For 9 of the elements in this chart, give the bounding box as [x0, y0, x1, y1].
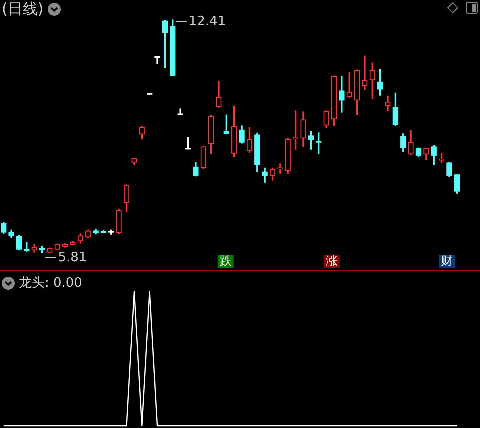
text: 涨 — [326, 254, 338, 268]
candlestick — [154, 56, 160, 64]
annotation: 12.41 — [188, 14, 226, 30]
candlestick — [362, 56, 368, 90]
text: 财 — [441, 254, 454, 268]
annotation: 5.81 — [58, 250, 88, 266]
text: 跌 — [220, 254, 232, 268]
chart-title: (日线) — [2, 0, 44, 19]
chart-title: 龙头: 0.00 — [19, 275, 82, 292]
